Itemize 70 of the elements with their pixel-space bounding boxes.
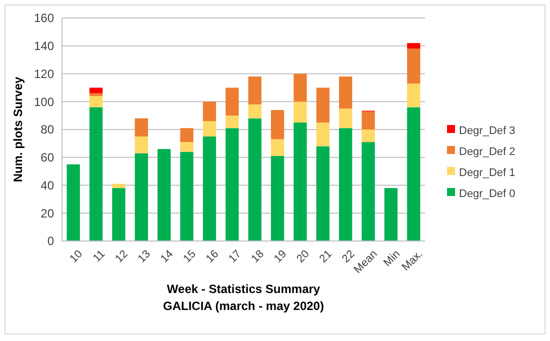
bar bbox=[294, 102, 307, 123]
x-tick-label: 17 bbox=[226, 248, 244, 266]
legend-label: Degr_Def 0 bbox=[459, 188, 516, 200]
bar bbox=[270, 139, 284, 156]
bar bbox=[134, 118, 148, 136]
y-axis-title: Num. plots Survey bbox=[11, 76, 25, 182]
bar bbox=[134, 153, 148, 241]
bar bbox=[202, 121, 216, 136]
bar bbox=[362, 130, 375, 142]
legend-label: Degr_Def 1 bbox=[459, 166, 516, 179]
bar bbox=[270, 110, 284, 140]
y-tick-label: 20 bbox=[40, 206, 54, 220]
y-tick-label: 60 bbox=[40, 150, 54, 165]
bar bbox=[270, 156, 284, 241]
bar bbox=[384, 188, 398, 241]
bar bbox=[226, 116, 239, 128]
bar bbox=[407, 84, 420, 108]
bar bbox=[316, 146, 330, 241]
bar bbox=[248, 118, 262, 241]
x-tick-label: 16 bbox=[204, 248, 222, 266]
x-tick-label: 18 bbox=[249, 248, 266, 266]
bar bbox=[89, 88, 103, 94]
bar bbox=[202, 102, 216, 122]
y-tick-label: 120 bbox=[34, 66, 54, 81]
x-tick-label: 21 bbox=[317, 248, 334, 266]
bar bbox=[158, 149, 171, 241]
x-tick-label: 20 bbox=[294, 248, 312, 266]
bar bbox=[226, 88, 239, 116]
x-tick-label: 10 bbox=[68, 248, 85, 266]
bar bbox=[362, 142, 375, 241]
x-tick-label: 11 bbox=[91, 248, 108, 265]
bar bbox=[407, 107, 420, 241]
bar bbox=[248, 76, 262, 104]
x-tick-label: 13 bbox=[136, 248, 153, 266]
bar bbox=[89, 107, 103, 241]
x-tick-label: 22 bbox=[340, 248, 358, 266]
bar bbox=[112, 188, 126, 241]
bar bbox=[248, 104, 262, 118]
bar bbox=[407, 43, 420, 49]
bar bbox=[66, 164, 80, 241]
bar bbox=[180, 128, 194, 142]
legend-label: Degr_Def 2 bbox=[459, 146, 516, 158]
bar bbox=[339, 76, 352, 109]
legend-label: Degr_Def 3 bbox=[459, 124, 516, 137]
x-axis-title: Week - Statistics Summary GALICIA (march - may 2020) bbox=[163, 282, 324, 313]
bar bbox=[316, 88, 330, 123]
bar bbox=[180, 142, 194, 152]
y-tick-label: 80 bbox=[40, 122, 54, 137]
x-tick-label: 19 bbox=[272, 248, 290, 266]
bar bbox=[89, 96, 103, 108]
y-tick-label: 0 bbox=[47, 234, 54, 248]
bar bbox=[180, 152, 194, 241]
x-tick-label: 14 bbox=[158, 248, 176, 266]
bar bbox=[112, 184, 126, 188]
bar bbox=[362, 111, 375, 130]
bar bbox=[294, 122, 307, 241]
y-tick-label: 100 bbox=[34, 94, 54, 109]
bar bbox=[339, 108, 352, 128]
bar bbox=[316, 122, 330, 146]
x-tick-label: 12 bbox=[113, 248, 130, 266]
y-tick-label: 140 bbox=[34, 39, 54, 54]
bar bbox=[226, 128, 239, 241]
bar bbox=[339, 128, 352, 241]
bar bbox=[407, 48, 420, 84]
y-tick-label: 160 bbox=[34, 11, 54, 26]
bar bbox=[202, 136, 216, 241]
x-tick-label: 15 bbox=[181, 248, 198, 266]
bar bbox=[134, 136, 148, 154]
y-tick-label: 40 bbox=[40, 178, 54, 192]
bar bbox=[294, 74, 307, 102]
